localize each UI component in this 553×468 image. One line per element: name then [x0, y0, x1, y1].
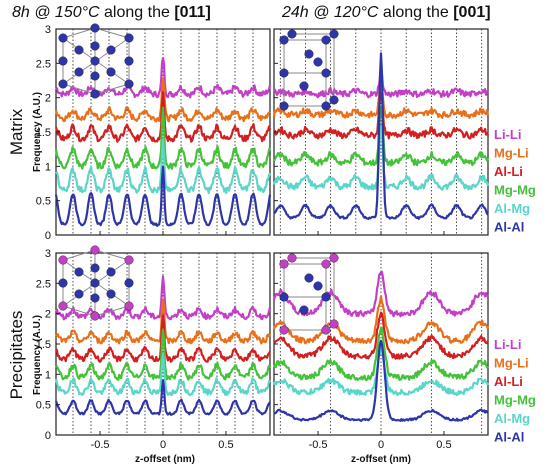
legend-entry-al-mg: Al-Mg: [494, 411, 530, 426]
y-tick-label: 0: [45, 430, 51, 442]
column-title-left: 8h @ 150°C along the [011]: [12, 4, 211, 21]
crystal-structure-001-icon: [279, 29, 339, 111]
y-tick-label: 0: [45, 230, 51, 242]
series-line-al-li: [54, 90, 272, 143]
series-line-mg-li: [55, 298, 272, 345]
y-tick-label: 1: [45, 161, 51, 173]
panel-precipitates-001: -0.5 0 0.5: [272, 252, 490, 451]
series-line-al-al: [54, 165, 272, 227]
crystal-structure-011-icon: [58, 23, 134, 99]
series-line-al-mg: [272, 124, 490, 191]
series-line-mg-mg: [55, 328, 271, 381]
series-line-li-li: [54, 275, 272, 321]
series-line-mg-mg: [272, 326, 489, 382]
legend-entry-mg-mg: Mg-Mg: [494, 393, 536, 408]
legend-entry-mg-li: Mg-Li: [494, 146, 529, 161]
series-line-al-al: [273, 339, 489, 422]
y-axis-label-bottom: Frequency (A.U.): [32, 315, 43, 395]
x-axis-label-right: z-offset (nm): [351, 454, 411, 465]
legend-entry-al-al: Al-Al: [494, 430, 524, 445]
legend-entry-li-li: Li-Li: [494, 337, 521, 352]
series-line-li-li: [55, 56, 272, 99]
series-line-al-mg: [55, 138, 272, 195]
crystal-structure-011-icon: [58, 245, 134, 321]
crystal-structure-001-icon: [279, 253, 339, 335]
legend-matrix: Li-Li Mg-Li Al-Li Mg-Mg Al-Mg Al-Al: [494, 127, 536, 235]
series-line-al-mg: [54, 353, 271, 397]
legend-entry-al-mg: Al-Mg: [494, 201, 530, 216]
y-tick-label: 1: [45, 369, 51, 381]
x-tick-label: 0.5: [436, 439, 451, 451]
y-tick-label: 2: [45, 93, 51, 105]
series-line-al-mg: [272, 347, 489, 397]
x-axis-label-left: z-offset (nm): [135, 454, 195, 465]
x-tick-label: -0.5: [309, 439, 328, 451]
legend-entry-al-li: Al-Li: [494, 164, 523, 179]
series-line-mg-mg: [54, 106, 272, 170]
panel-matrix-001: [272, 28, 490, 236]
series-line-mg-li: [272, 295, 490, 345]
legend-entry-al-al: Al-Al: [494, 220, 524, 235]
series-line-mg-mg: [273, 105, 490, 167]
x-tick-label: 0.5: [218, 439, 233, 451]
series-line-al-li: [55, 314, 272, 363]
row-title-precipitates: Precipitates: [7, 311, 26, 400]
series-line-mg-li: [54, 77, 271, 123]
y-tick-label: 1.5: [36, 339, 51, 351]
y-tick-label: 0.5: [36, 400, 51, 412]
series-line-al-al: [273, 52, 489, 220]
y-tick-label: 2: [45, 309, 51, 321]
series-line-al-li: [273, 311, 489, 360]
legend-entry-mg-mg: Mg-Mg: [494, 183, 536, 198]
x-tick-label: -0.5: [91, 439, 110, 451]
column-title-right: 24h @ 120°C along the [001]: [281, 4, 491, 21]
legend-precipitates: Li-Li Mg-Li Al-Li Mg-Mg Al-Mg Al-Al: [494, 337, 536, 445]
y-tick-label: 0.5: [36, 196, 51, 208]
legend-entry-li-li: Li-Li: [494, 127, 521, 142]
y-tick-label: 3: [45, 24, 51, 36]
y-tick-label: 2.5: [36, 58, 51, 70]
panel-matrix-011: 0 0.5 1 1.5 2 2.5 3: [36, 24, 272, 242]
legend-entry-al-li: Al-Li: [494, 374, 523, 389]
series-line-al-li: [273, 91, 489, 140]
y-axis-label-top: Frequency (A.U.): [32, 92, 43, 172]
series-line-al-al: [54, 379, 271, 416]
y-tick-label: 3: [45, 248, 51, 260]
y-tick-label: 1.5: [36, 127, 51, 139]
panel-precipitates-011: 0 0.5 1 1.5 2 2.5 3 -0.5 0 0.5: [36, 248, 272, 451]
x-tick-label: 0: [378, 439, 384, 451]
y-tick-label: 2.5: [36, 278, 51, 290]
series-line-li-li: [272, 270, 489, 318]
row-title-matrix: Matrix: [7, 108, 26, 155]
x-tick-label: 0: [160, 439, 166, 451]
legend-entry-mg-li: Mg-Li: [494, 356, 529, 371]
